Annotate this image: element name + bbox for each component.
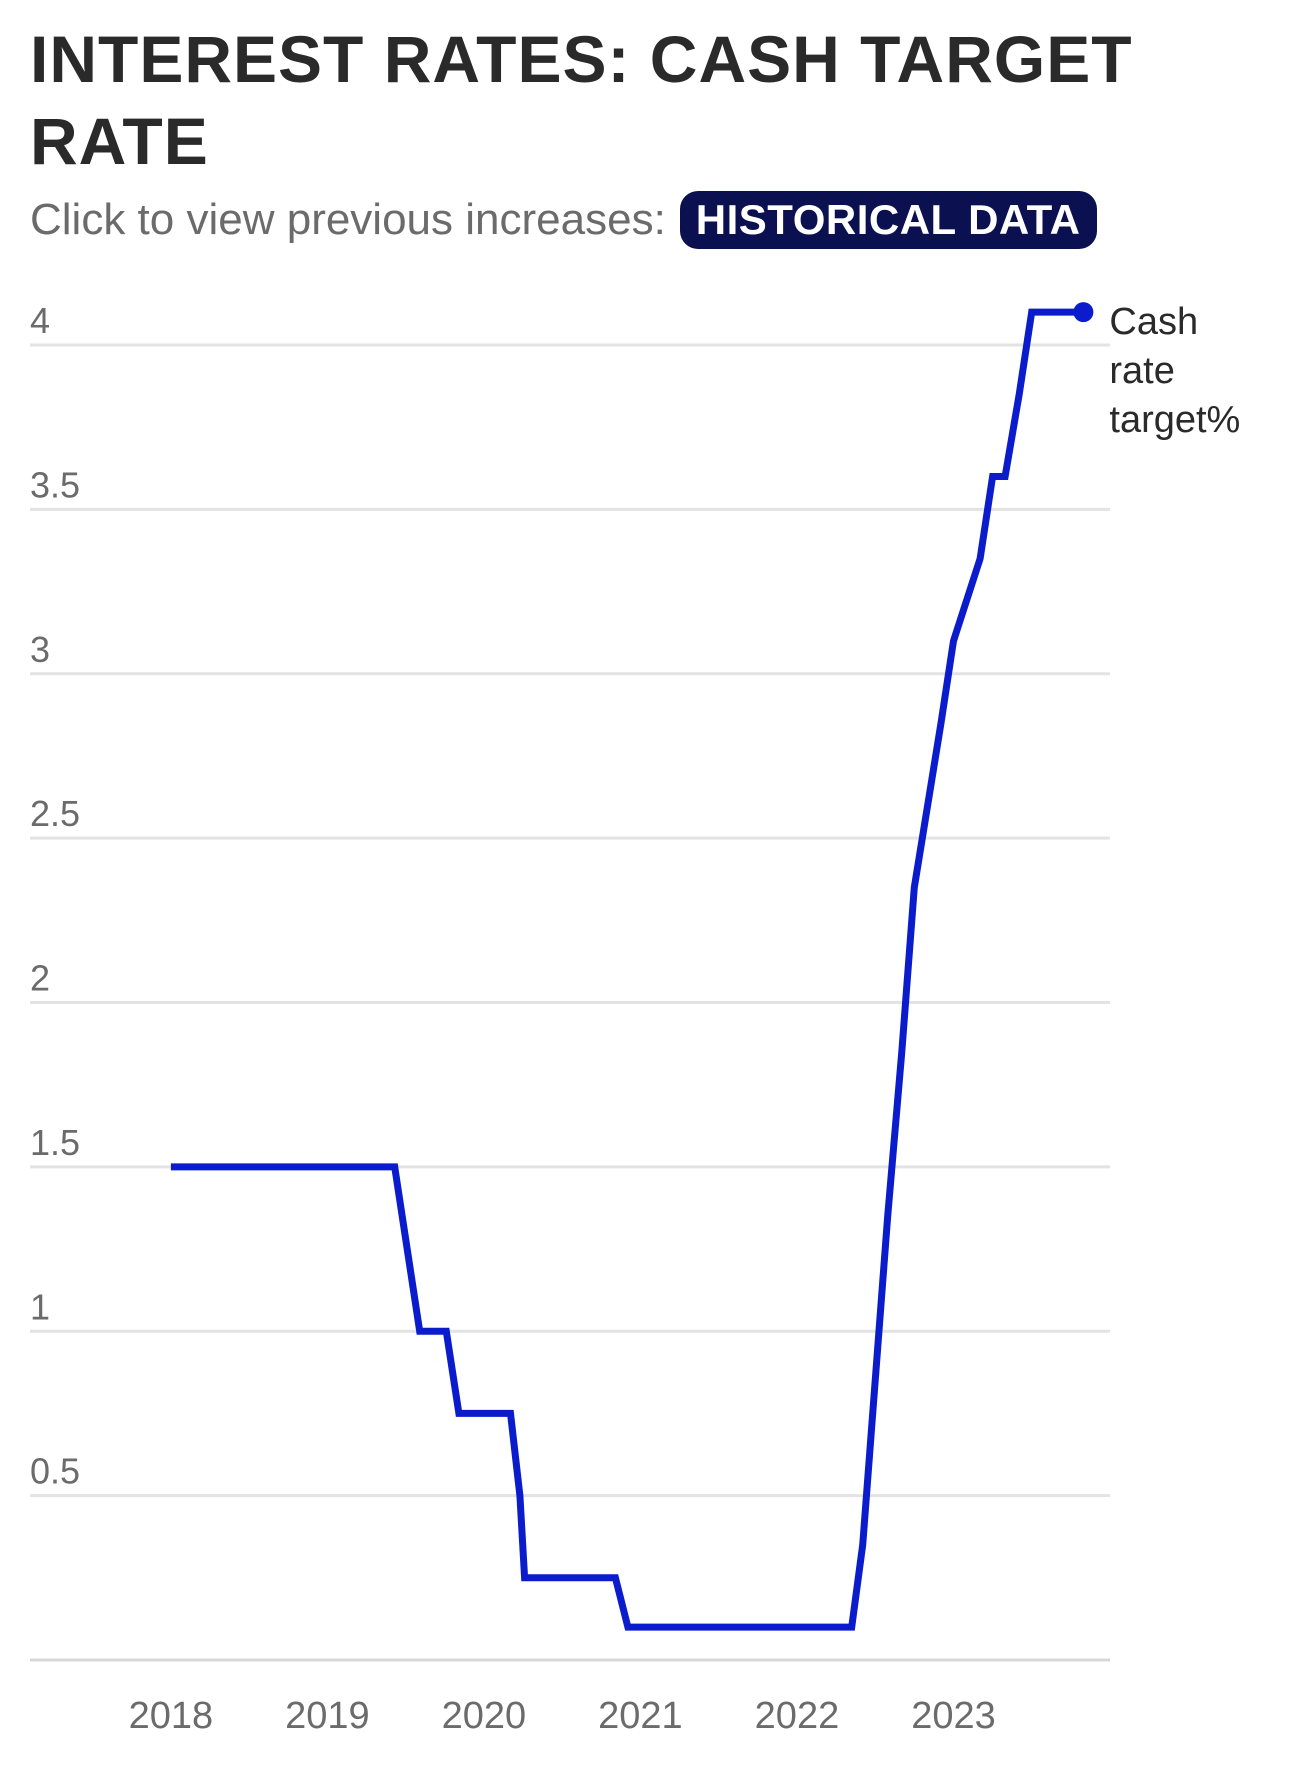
series-line (170, 308, 1084, 1631)
y-tick-label: 0.5 (30, 1451, 80, 1492)
x-tick-label: 2019 (285, 1695, 370, 1737)
x-tick-label: 2021 (598, 1695, 683, 1737)
y-tick-label: 3 (30, 629, 50, 670)
series-layer: Cash rate target% (170, 301, 1240, 1631)
y-tick-label: 1.5 (30, 1122, 80, 1163)
page-title: INTEREST RATES: CASH TARGET RATE (30, 22, 1133, 178)
x-tick-label: 2018 (129, 1695, 214, 1737)
series-label: Cash rate target% (1109, 301, 1240, 441)
y-tick-label: 1 (30, 1286, 50, 1327)
x-axis-ticks: 2018 2019 2020 2021 2022 2023 (129, 1695, 996, 1737)
y-tick-label: 4 (30, 300, 50, 341)
grid-lines (30, 343, 1110, 1662)
series-end-point (1073, 302, 1094, 323)
historical-data-button[interactable]: HISTORICAL DATA (679, 191, 1097, 249)
y-tick-label: 2.5 (30, 793, 80, 834)
subtitle: Click to view previous increases: (30, 195, 666, 244)
y-tick-label: 3.5 (30, 464, 80, 505)
y-axis-ticks: 0.5 1 1.5 2 2.5 3 3.5 4 (30, 300, 80, 1492)
x-tick-label: 2020 (442, 1695, 527, 1737)
x-tick-label: 2023 (911, 1695, 996, 1737)
subtitle-row: Click to view previous increases: HISTOR… (30, 190, 1097, 250)
y-tick-label: 2 (30, 958, 50, 999)
x-tick-label: 2022 (755, 1695, 840, 1737)
